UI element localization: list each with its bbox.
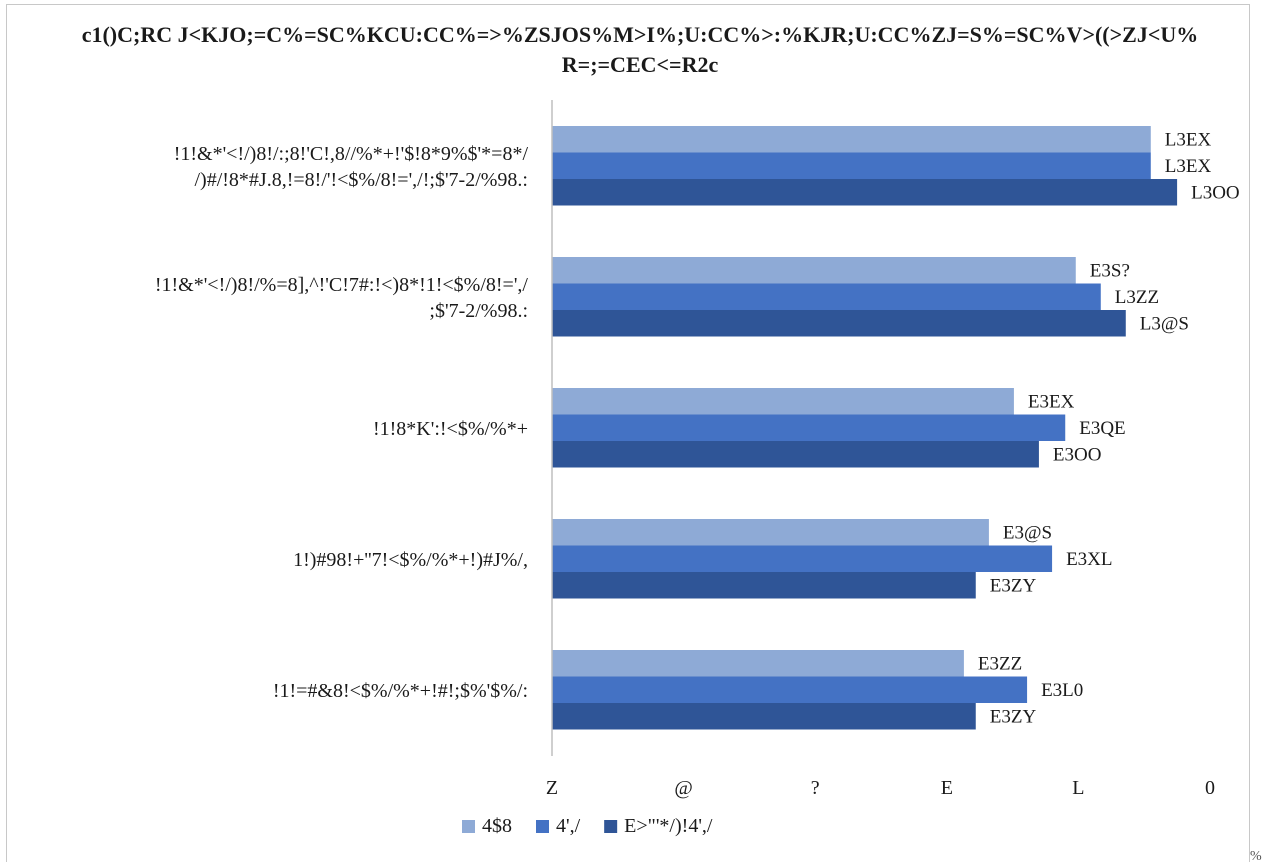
bar-2-series-2 [552,283,1101,310]
bar-1-series-2 [552,152,1151,179]
x-tick-label-2: @ [674,777,692,799]
data-label-5-series-3: E3ZY [990,706,1037,727]
bar-3-series-1 [552,388,1014,415]
legend-swatch-3 [604,820,618,833]
category-labels: !1!&*'<!/)8!/:;8!'C!,8//%*+!'$!8*9%$'*=8… [155,143,529,702]
bar-1-series-1 [552,126,1151,153]
data-label-3-series-3: E3OO [1053,444,1102,465]
chart-title: c1()C;RC J<KJO;=C%=SC%KCU:CC%=>%ZSJOS%M>… [82,22,1199,77]
category-label-2-line-1: !1!&*'<!/)8!/%=8],^!'C!7#:!<)8*!1!<$%/8!… [155,274,529,296]
data-label-2-series-2: L3ZZ [1115,287,1159,308]
data-label-4-series-1: E3@S [1003,522,1052,543]
data-label-4-series-3: E3ZY [990,575,1037,596]
data-label-3-series-2: E3QE [1079,418,1125,439]
data-label-5-series-1: E3ZZ [978,653,1022,674]
x-tick-label-5: L [1072,777,1084,799]
data-label-2-series-1: E3S? [1090,260,1130,281]
data-label-1-series-1: L3EX [1165,129,1212,150]
x-tick-label-6: 0 [1205,777,1215,799]
category-label-1-line-2: /)#/!8*#J.8,!=8!/'!<$%/8!=',/!;$'7-2/%98… [195,169,529,191]
legend-label-3: E>"'*/)!4',/ [624,815,713,837]
bar-5-series-2 [552,676,1028,703]
data-label-4-series-2: E3XL [1066,549,1112,570]
bars [552,126,1178,730]
bar-5-series-1 [552,650,964,677]
bar-2-series-1 [552,257,1076,284]
bar-4-series-3 [552,572,976,599]
bar-4-series-1 [552,519,989,546]
data-label-2-series-3: L3@S [1140,313,1189,334]
chart-title-line-2: R=;=CEC<=R2c [562,52,719,77]
x-tick-label-3: ? [811,777,820,799]
data-label-1-series-3: L3OO [1191,182,1240,203]
bar-4-series-2 [552,545,1053,572]
bar-3-series-3 [552,441,1039,468]
corner-mark: % [1250,849,1262,864]
x-tick-labels: Z @? E L 0 [546,777,1215,799]
legend-label-2: 4',/ [556,815,581,837]
category-label-1-line-1: !1!&*'<!/)8!/:;8!'C!,8//%*+!'$!8*9%$'*=8… [174,143,529,165]
legend-label-1: 4$8 [482,815,512,837]
category-label-4-line-1: 1!)#98!+''7!<$%/%*+!)#J%/, [293,549,528,571]
chart-frame [6,4,1250,862]
legend-swatch-2 [536,820,549,833]
bar-2-series-3 [552,310,1126,337]
chart-title-line-1: c1()C;RC J<KJO;=C%=SC%KCU:CC%=>%ZSJOS%M>… [82,22,1199,47]
legend-swatch-1 [462,820,475,833]
category-label-5-line-1: !1!=#&8!<$%/%*+!#!;$%'$%/: [273,680,528,702]
category-label-3-line-1: !1!8*K':!<$%/%*+ [373,418,528,440]
x-tick-label-4: E [941,777,953,799]
x-tick-label-1: Z [546,777,558,799]
data-label-5-series-2: E3L0 [1041,680,1083,701]
data-label-3-series-1: E3EX [1028,391,1075,412]
bar-1-series-3 [552,179,1178,206]
bar-3-series-2 [552,414,1066,441]
bar-5-series-3 [552,703,976,730]
category-label-2-line-2: ;$'7-2/%98.: [429,300,528,322]
data-label-1-series-2: L3EX [1165,156,1212,177]
legend: 4$8 4',/ E>"'*/)!4',/ [462,815,713,837]
